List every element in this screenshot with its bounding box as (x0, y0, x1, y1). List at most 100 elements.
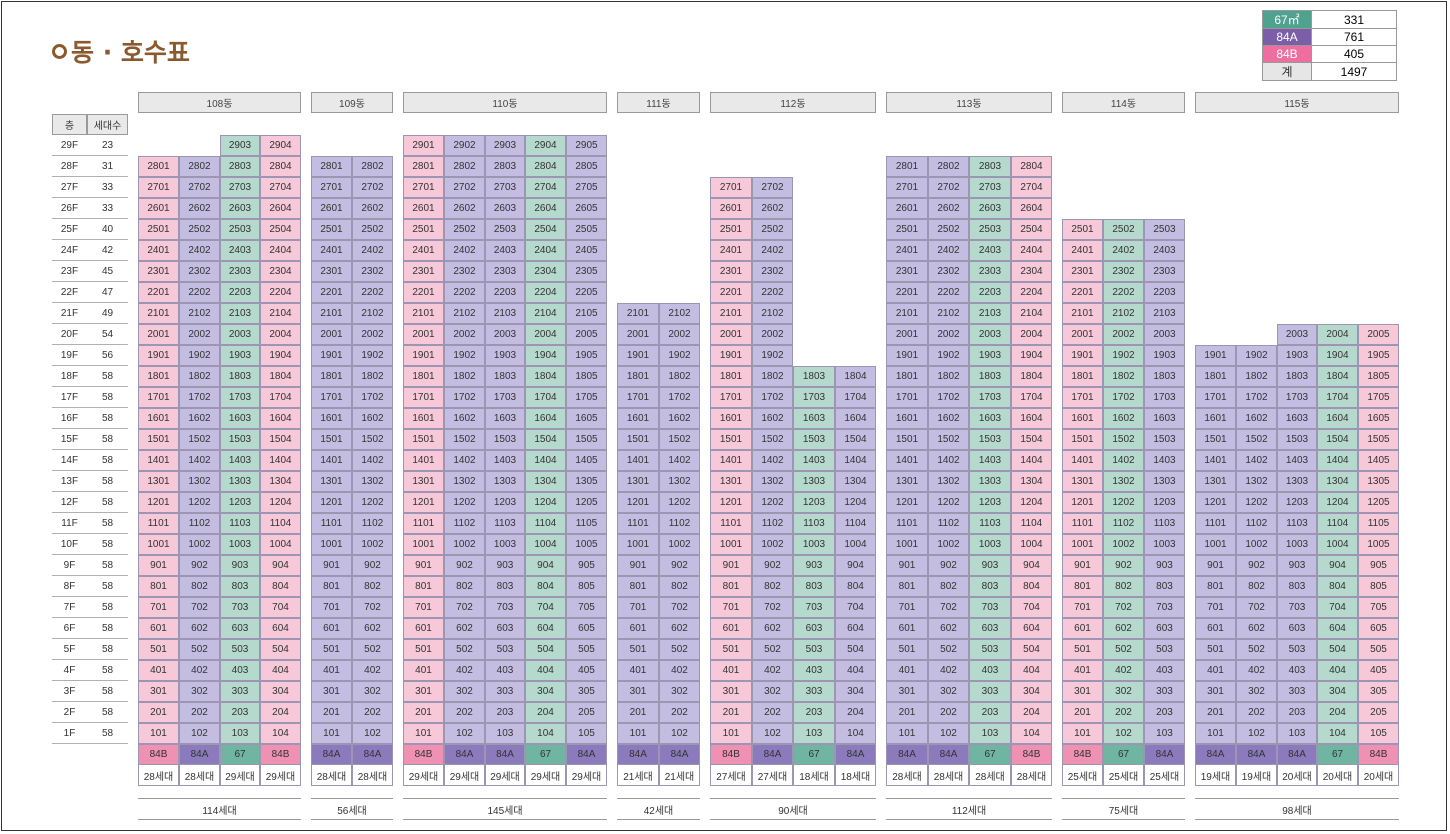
unit-cell: 205 (1358, 702, 1399, 723)
unit-cell: 1402 (352, 450, 393, 471)
unit-cell: 1302 (444, 471, 485, 492)
unit-cell: 2104 (260, 303, 301, 324)
unit-cell: 2402 (179, 240, 220, 261)
unit-cell: 802 (1236, 576, 1277, 597)
unit-cell: 1002 (179, 534, 220, 555)
unit-cell: 501 (617, 639, 659, 660)
unit-cell: 1301 (1062, 471, 1103, 492)
unit-cell: 1904 (260, 345, 301, 366)
unit-cell: 803 (969, 576, 1011, 597)
unit-cell: 201 (710, 702, 752, 723)
unit-cell: 1503 (220, 429, 260, 450)
unit-cell: 1301 (710, 471, 752, 492)
unit-cell: 2304 (260, 261, 301, 282)
unit-cell: 1702 (1103, 387, 1144, 408)
unit-cell: 2801 (886, 156, 928, 177)
unit-cell: 401 (1062, 660, 1103, 681)
unit-cell: 101 (1195, 723, 1236, 744)
unit-cell: 2505 (566, 219, 607, 240)
unit-cell: 802 (752, 576, 793, 597)
unit-cell: 2101 (1062, 303, 1103, 324)
unit-cell: 1004 (835, 534, 876, 555)
unit-cell: 2401 (311, 240, 352, 261)
unit-cell: 1701 (403, 387, 444, 408)
unit-cell: 104 (1011, 723, 1052, 744)
building-total: 145세대 (403, 798, 607, 820)
unit-cell: 1501 (886, 429, 928, 450)
unit-cell: 104 (835, 723, 876, 744)
unit-cell: 1402 (752, 450, 793, 471)
unit-cell: 305 (1358, 681, 1399, 702)
unit-cell: 203 (969, 702, 1011, 723)
unit-cell: 1103 (1144, 513, 1185, 534)
unit-cell: 702 (752, 597, 793, 618)
unit-cell: 601 (886, 618, 928, 639)
unit-cell: 1803 (969, 366, 1011, 387)
unit-cell: 2201 (138, 282, 179, 303)
unit-cell: 2301 (311, 261, 352, 282)
unit-cell: 1501 (1195, 429, 1236, 450)
column-unit-count: 25세대 (1144, 765, 1185, 786)
column-unit-count: 28세대 (928, 765, 969, 786)
unit-cell: 1505 (1358, 429, 1399, 450)
unit-cell: 2103 (1144, 303, 1185, 324)
floor-label: 23F (52, 261, 87, 282)
unit-cell: 805 (1358, 576, 1399, 597)
unit-cell: 1302 (1236, 471, 1277, 492)
unit-cell: 2003 (1277, 324, 1317, 345)
unit-cell: 1802 (179, 366, 220, 387)
unit-cell: 801 (710, 576, 752, 597)
unit-cell: 1701 (1195, 387, 1236, 408)
unit-type-tag: 84A (1144, 744, 1185, 765)
floor-unit-count: 33 (87, 198, 128, 219)
unit-cell: 2901 (403, 135, 444, 156)
unit-cell: 801 (617, 576, 659, 597)
floor-label: 3F (52, 681, 87, 702)
unit-cell: 2603 (969, 198, 1011, 219)
unit-cell: 1303 (485, 471, 525, 492)
legend-key: 67㎡ (1262, 10, 1312, 29)
unit-cell: 1501 (138, 429, 179, 450)
unit-type-tag: 84A (1277, 744, 1317, 765)
unit-cell: 501 (1062, 639, 1103, 660)
unit-cell: 102 (928, 723, 969, 744)
unit-type-tag: 84A (311, 744, 352, 765)
unit-cell: 1704 (1011, 387, 1052, 408)
unit-cell: 103 (485, 723, 525, 744)
unit-cell: 603 (793, 618, 835, 639)
unit-cell: 202 (352, 702, 393, 723)
unit-cell: 2003 (969, 324, 1011, 345)
unit-cell: 1801 (710, 366, 752, 387)
unit-cell: 402 (179, 660, 220, 681)
unit-cell: 2203 (1144, 282, 1185, 303)
unit-cell: 1602 (659, 408, 700, 429)
unit-cell: 204 (835, 702, 876, 723)
unit-cell: 603 (220, 618, 260, 639)
unit-cell: 703 (1144, 597, 1185, 618)
unit-cell: 1101 (138, 513, 179, 534)
unit-cell: 901 (710, 555, 752, 576)
unit-cell: 1202 (928, 492, 969, 513)
legend-key: 84A (1262, 28, 1312, 46)
unit-type-tag: 67 (793, 744, 835, 765)
unit-cell: 1201 (710, 492, 752, 513)
unit-cell: 1204 (260, 492, 301, 513)
unit-type-tag: 84B (1358, 744, 1399, 765)
floor-label: 29F (52, 135, 87, 156)
unit-cell: 702 (1236, 597, 1277, 618)
unit-cell: 502 (444, 639, 485, 660)
unit-cell: 701 (886, 597, 928, 618)
unit-cell: 1902 (444, 345, 485, 366)
unit-cell: 1504 (1011, 429, 1052, 450)
unit-cell: 903 (969, 555, 1011, 576)
unit-cell: 1404 (835, 450, 876, 471)
unit-cell: 1901 (403, 345, 444, 366)
unit-cell: 2102 (752, 303, 793, 324)
unit-type-tag: 84B (260, 744, 301, 765)
unit-cell: 104 (525, 723, 566, 744)
unit-cell: 1102 (928, 513, 969, 534)
unit-cell: 801 (311, 576, 352, 597)
unit-cell: 1203 (1277, 492, 1317, 513)
unit-cell: 2704 (1011, 177, 1052, 198)
